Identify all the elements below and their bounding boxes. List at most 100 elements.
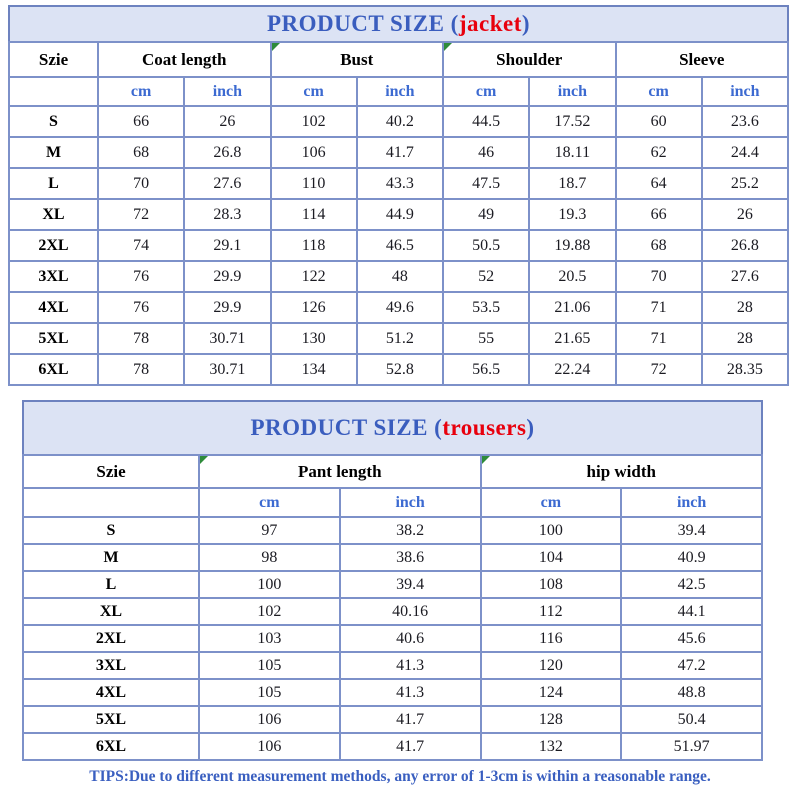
title-suffix: ) [521, 11, 531, 36]
measurement-value: 76 [96, 260, 186, 293]
group-header-hip-width: hip width [479, 454, 763, 489]
measurement-value: 104 [479, 543, 623, 572]
size-label: 3XL [22, 651, 200, 680]
measurement-value: 49.6 [355, 291, 445, 324]
measurement-value: 47.5 [441, 167, 531, 200]
measurement-value: 47.2 [620, 651, 763, 680]
unit-header-inch: inch [355, 76, 445, 107]
measurement-value: 51.97 [620, 732, 763, 761]
measurement-value: 28 [700, 291, 790, 324]
measurement-value: 76 [96, 291, 186, 324]
measurement-value: 66 [96, 105, 186, 138]
measurement-value: 105 [198, 651, 341, 680]
measurement-value: 128 [479, 705, 623, 734]
size-label: S [22, 516, 200, 545]
measurement-value: 28 [700, 322, 790, 355]
table-row: M 68 26.8 106 41.7 46 18.11 62 24.4 [8, 136, 790, 169]
size-label: 4XL [8, 291, 99, 324]
trousers-table-title: PRODUCT SIZE (trousers) [22, 400, 763, 456]
table-row: M 98 38.6 104 40.9 [22, 543, 763, 572]
measurement-value: 116 [479, 624, 623, 653]
unit-header-cm: cm [198, 487, 341, 518]
size-label: XL [22, 597, 200, 626]
table-row: 4XL 76 29.9 126 49.6 53.5 21.06 71 28 [8, 291, 790, 324]
group-header-pant-length: Pant length [198, 454, 482, 489]
title-text: PRODUCT SIZE ( [266, 11, 459, 36]
header-row: Szie Pant length hip width [22, 454, 763, 489]
measurement-value: 130 [269, 322, 358, 355]
measurement-value: 40.2 [355, 105, 445, 138]
table-row: 5XL 78 30.71 130 51.2 55 21.65 71 28 [8, 322, 790, 355]
table-row: L 70 27.6 110 43.3 47.5 18.7 64 25.2 [8, 167, 790, 200]
size-label: M [8, 136, 99, 169]
unit-header-inch: inch [620, 487, 763, 518]
measurement-value: 50.4 [620, 705, 763, 734]
table-row: 6XL 78 30.71 134 52.8 56.5 22.24 72 28.35 [8, 353, 790, 386]
unit-header-cm: cm [96, 76, 186, 107]
measurement-value: 74 [96, 229, 186, 262]
measurement-value: 70 [614, 260, 703, 293]
measurement-value: 106 [198, 732, 341, 761]
measurement-value: 24.4 [700, 136, 790, 169]
cell-corner-marker-icon [482, 457, 490, 464]
measurement-value: 134 [269, 353, 358, 386]
unit-header-cm: cm [614, 76, 703, 107]
empty-cell [22, 487, 200, 518]
measurement-value: 97 [198, 516, 341, 545]
measurement-value: 72 [614, 353, 703, 386]
measurement-value: 100 [479, 516, 623, 545]
measurement-value: 102 [198, 597, 341, 626]
measurement-value: 51.2 [355, 322, 445, 355]
cell-corner-marker-icon [272, 44, 280, 51]
measurement-value: 29.9 [183, 260, 272, 293]
table-row: 6XL 106 41.7 132 51.97 [22, 732, 763, 761]
measurement-value: 126 [269, 291, 358, 324]
measurement-value: 120 [479, 651, 623, 680]
trousers-size-section: PRODUCT SIZE (trousers) Szie Pant length h… [22, 400, 763, 761]
measurement-value: 46 [441, 136, 531, 169]
measurement-value: 26 [183, 105, 272, 138]
measurement-value: 20.5 [528, 260, 617, 293]
unit-header-cm: cm [479, 487, 623, 518]
header-row: Szie Coat length Bust Shoulder Sleeve [8, 41, 789, 78]
unit-header-inch: inch [338, 487, 482, 518]
table-row: 3XL 105 41.3 120 47.2 [22, 651, 763, 680]
measurement-value: 43.3 [355, 167, 445, 200]
cell-corner-marker-icon [444, 44, 452, 51]
measurement-value: 18.11 [528, 136, 617, 169]
unit-header-cm: cm [269, 76, 358, 107]
measurement-value: 78 [96, 353, 186, 386]
measurement-value: 28.35 [700, 353, 790, 386]
measurement-value: 100 [198, 570, 341, 599]
table-row: 3XL 76 29.9 122 48 52 20.5 70 27.6 [8, 260, 790, 293]
jacket-table-title: PRODUCT SIZE (jacket) [8, 5, 789, 43]
measurement-value: 17.52 [528, 105, 617, 138]
measurement-value: 112 [479, 597, 623, 626]
measurement-value: 40.16 [338, 597, 482, 626]
size-label: M [22, 543, 200, 572]
title-item-trousers: trousers [442, 415, 527, 440]
measurement-value: 41.7 [355, 136, 445, 169]
size-label: L [8, 167, 99, 200]
unit-header-cm: cm [441, 76, 531, 107]
measurement-value: 46.5 [355, 229, 445, 262]
measurement-value: 62 [614, 136, 703, 169]
measurement-value: 132 [479, 732, 623, 761]
measurement-value: 50.5 [441, 229, 531, 262]
measurement-value: 48 [355, 260, 445, 293]
measurement-value: 26.8 [700, 229, 790, 262]
measurement-value: 26.8 [183, 136, 272, 169]
measurement-value: 41.7 [338, 732, 482, 761]
measurement-value: 102 [269, 105, 358, 138]
size-column-header: Szie [8, 41, 99, 78]
table-row: S 97 38.2 100 39.4 [22, 516, 763, 545]
measurement-value: 66 [614, 198, 703, 231]
size-label: S [8, 105, 99, 138]
measurement-tips-note: TIPS:Due to different measurement method… [89, 768, 711, 785]
measurement-value: 23.6 [700, 105, 790, 138]
measurement-value: 70 [96, 167, 186, 200]
table-row: 2XL 74 29.1 118 46.5 50.5 19.88 68 26.8 [8, 229, 790, 262]
unit-header-row: cm inch cm inch [22, 487, 763, 518]
group-header-coat-length: Coat length [97, 41, 272, 78]
measurement-value: 38.6 [338, 543, 482, 572]
